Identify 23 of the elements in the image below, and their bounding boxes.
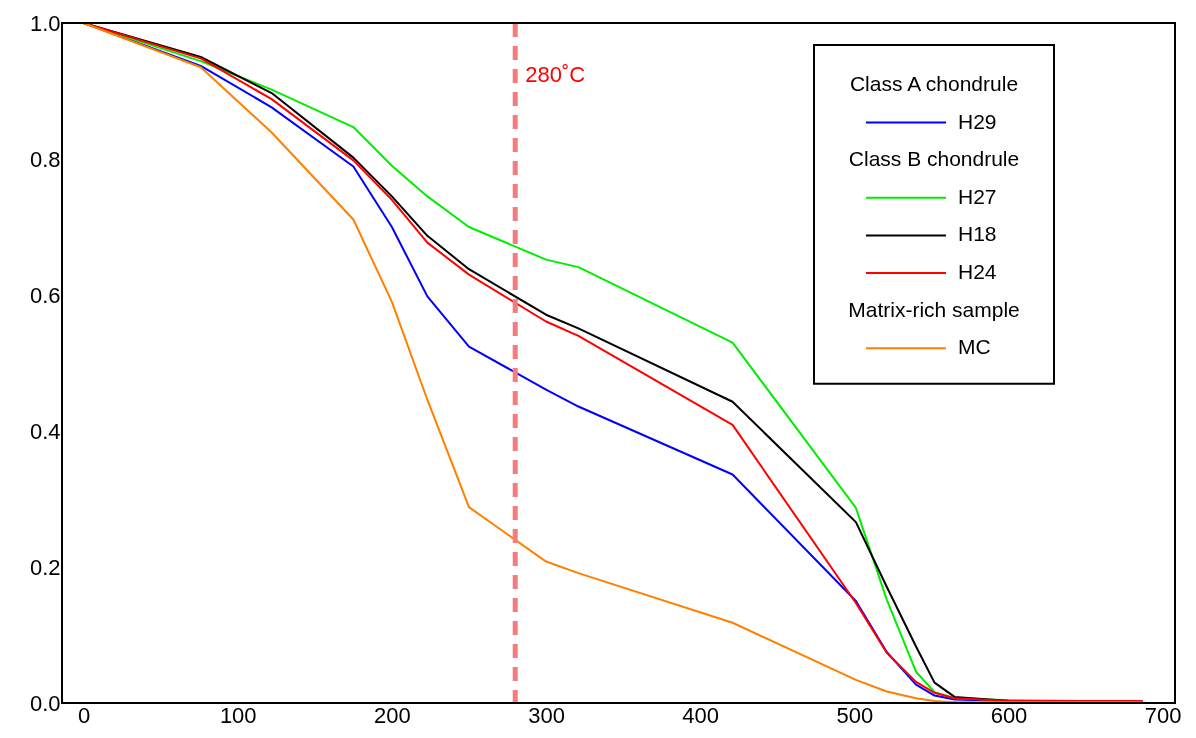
- y-tick-label: 0.8: [29, 146, 61, 172]
- annotation: Class A chondrule: [849, 72, 1019, 95]
- x-tick-label: 200: [374, 702, 411, 728]
- ref-line-label: 280˚C: [525, 62, 586, 87]
- x-tick-label: 0: [77, 702, 91, 728]
- annotation: Matrix-rich sample: [848, 297, 1020, 321]
- y-tick-label: 0.6: [29, 282, 61, 308]
- x-tick-label: 400: [682, 702, 720, 728]
- y-tick-label: 0.4: [29, 418, 61, 444]
- legend-label: H27: [958, 184, 997, 208]
- legend-label: H24: [958, 260, 997, 283]
- x-tick-label: 100: [219, 702, 257, 728]
- legend-label: H18: [958, 222, 997, 246]
- annotation: Class B chondrule: [848, 147, 1020, 171]
- x-tick-label: 300: [528, 702, 565, 728]
- x-tick-label: 500: [836, 702, 874, 728]
- x-tick-label: 700: [1144, 702, 1182, 728]
- x-tick-label: 600: [990, 702, 1028, 728]
- y-tick-label: 0.2: [29, 554, 61, 580]
- y-tick-label: 1.0: [29, 10, 61, 36]
- y-tick-label: 0.0: [29, 690, 61, 716]
- legend-label: MC: [958, 335, 991, 359]
- legend-label: H29: [958, 109, 997, 133]
